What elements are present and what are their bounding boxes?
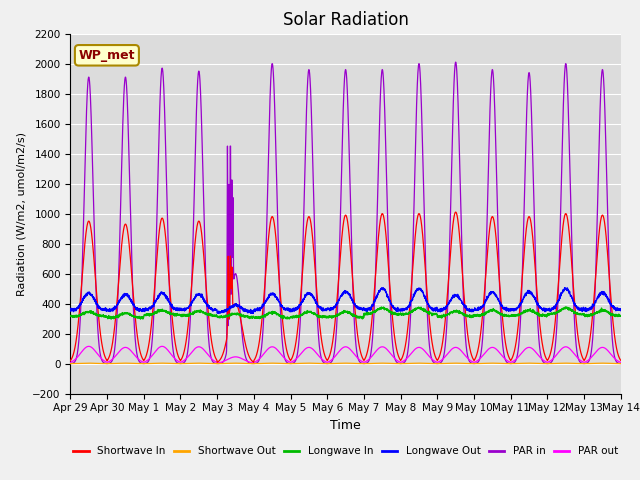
Title: Solar Radiation: Solar Radiation <box>283 11 408 29</box>
X-axis label: Time: Time <box>330 419 361 432</box>
Text: WP_met: WP_met <box>79 49 135 62</box>
Legend: Shortwave In, Shortwave Out, Longwave In, Longwave Out, PAR in, PAR out: Shortwave In, Shortwave Out, Longwave In… <box>69 442 622 460</box>
Y-axis label: Radiation (W/m2, umol/m2/s): Radiation (W/m2, umol/m2/s) <box>17 132 27 296</box>
